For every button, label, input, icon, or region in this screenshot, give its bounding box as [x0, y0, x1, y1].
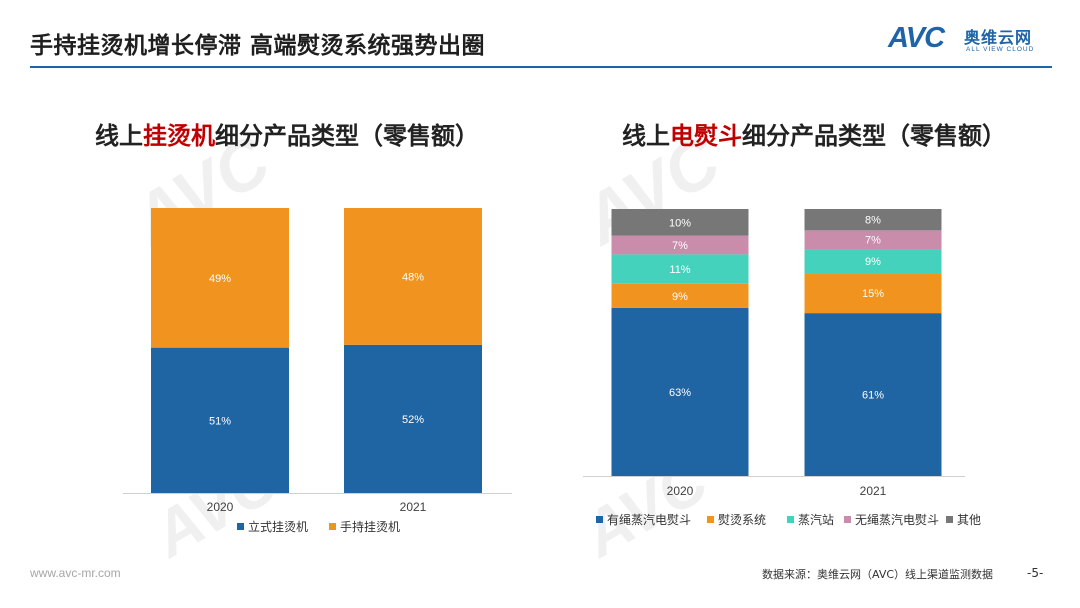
- left-chart-title: 线上挂烫机细分产品类型（零售额）: [95, 116, 479, 151]
- legend-swatch: [946, 516, 953, 523]
- data-label: 9%: [672, 291, 688, 303]
- legend-label: 无绳蒸汽电熨斗: [855, 512, 939, 527]
- data-label: 48%: [402, 271, 424, 283]
- data-label: 52%: [402, 414, 424, 426]
- data-label: 9%: [865, 256, 881, 268]
- chart-garment-steamer: 51% 49% 2020 52% 48% 2021 立式挂烫机 手持挂烫机: [123, 208, 512, 534]
- bar-segment: [804, 313, 942, 476]
- data-label: 8%: [865, 215, 881, 227]
- right-title-suffix: 细分产品类型（零售额）: [742, 122, 1006, 150]
- bar-segment: [804, 273, 942, 314]
- data-label: 7%: [865, 235, 881, 247]
- bar-segment: [611, 235, 749, 255]
- bar-segment: [804, 209, 942, 231]
- bar-segment: [151, 208, 289, 348]
- bar-segment: [344, 344, 482, 493]
- data-label: 7%: [672, 240, 688, 252]
- legend-label: 其他: [957, 513, 981, 527]
- footer-source: 数据来源：奥维云网（AVC）线上渠道监测数据: [762, 568, 994, 581]
- data-label: 63%: [669, 387, 691, 399]
- legend-label: 立式挂烫机: [248, 519, 308, 534]
- page-number: -5-: [1027, 566, 1044, 580]
- legend-swatch: [707, 516, 714, 523]
- data-label: 51%: [209, 415, 231, 427]
- data-label: 49%: [209, 273, 231, 285]
- bar-segment: [804, 249, 942, 274]
- legend-label: 蒸汽站: [798, 512, 834, 527]
- x-tick-label: 2021: [400, 500, 427, 514]
- logo-en-text: ALL VIEW CLOUD: [966, 46, 1035, 53]
- data-label: 61%: [862, 390, 884, 402]
- logo-cn-text: 奥维云网: [964, 28, 1033, 47]
- right-title-highlight: 电熨斗: [670, 122, 742, 150]
- left-title-highlight: 挂烫机: [143, 122, 215, 150]
- legend-swatch: [237, 523, 244, 530]
- left-title-prefix: 线上: [95, 122, 143, 150]
- right-title-prefix: 线上: [622, 122, 670, 150]
- bar-segment: [611, 209, 749, 236]
- avc-logo: AVC 奥维云网 ALL VIEW CLOUD: [888, 20, 1058, 60]
- bar-segment: [344, 208, 482, 345]
- bar-segment: [611, 254, 749, 284]
- x-tick-label: 2021: [860, 484, 887, 498]
- chart-electric-iron: 63% 9% 11% 7% 10% 2020 61% 15% 9% 7% 8% 2021 有绳蒸汽电熨斗…: [583, 209, 981, 527]
- x-tick-label: 2020: [667, 484, 694, 498]
- header-divider: [30, 66, 1052, 68]
- data-label: 15%: [862, 288, 884, 300]
- left-title-suffix: 细分产品类型（零售额）: [215, 122, 479, 150]
- x-tick-label: 2020: [207, 500, 234, 514]
- legend-swatch: [596, 516, 603, 523]
- bar-segment: [611, 283, 749, 308]
- right-chart-title: 线上电熨斗细分产品类型（零售额）: [622, 116, 1006, 151]
- bar-segment: [804, 230, 942, 250]
- legend-label: 有绳蒸汽电熨斗: [607, 512, 691, 527]
- bar-segment: [611, 307, 749, 476]
- legend-label: 熨烫系统: [718, 513, 766, 527]
- legend-label: 手持挂烫机: [340, 519, 400, 534]
- logo-mark: AVC: [888, 22, 945, 54]
- legend-swatch: [844, 516, 851, 523]
- slide-title: 手持挂烫机增长停滞 高端熨烫系统强势出圈: [30, 33, 486, 59]
- data-label: 10%: [669, 217, 691, 229]
- legend-swatch: [329, 523, 336, 530]
- data-label: 11%: [669, 264, 690, 276]
- footer-url: www.avc-mr.com: [30, 566, 121, 580]
- bar-segment: [151, 347, 289, 493]
- legend-swatch: [787, 516, 794, 523]
